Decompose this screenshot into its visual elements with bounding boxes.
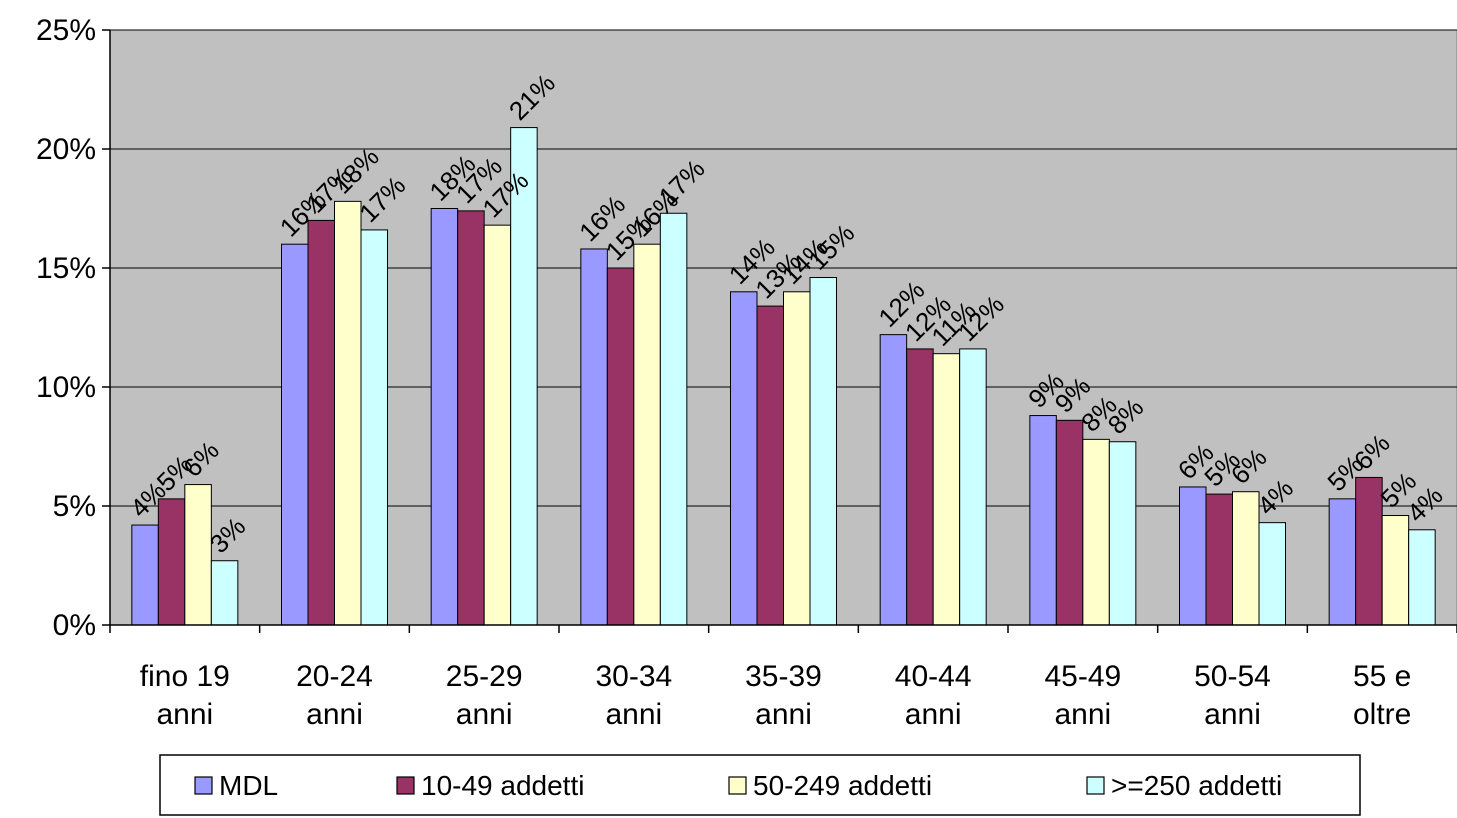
bar-1-8	[1355, 476, 1383, 626]
bar-0-7	[1179, 486, 1207, 626]
bar-2-8	[1381, 515, 1410, 626]
x-tick-label-0-0: fino 19	[140, 660, 230, 693]
x-tick-label-2-1: anni	[456, 698, 513, 731]
x-tick-label-3-0: 30-34	[595, 660, 672, 693]
bar-0-1	[281, 243, 309, 626]
bar-1-5	[906, 348, 934, 626]
bar-1-7	[1205, 493, 1233, 626]
y-tick-label-1: 5%	[53, 490, 96, 523]
bar-0-2	[430, 208, 459, 626]
bar-2-5	[932, 353, 961, 626]
x-tick-label-7-0: 50-54	[1194, 660, 1271, 693]
x-tick-label-5-1: anni	[905, 698, 962, 731]
legend-swatch-0	[194, 776, 213, 795]
bar-1-3	[606, 267, 635, 626]
bar-0-6	[1029, 415, 1057, 626]
bar-3-4	[809, 277, 837, 626]
x-tick-label-5-0: 40-44	[895, 660, 972, 693]
legend-swatch-2	[728, 776, 747, 795]
legend-swatch-1	[396, 776, 415, 795]
x-tick-label-2-0: 25-29	[446, 660, 523, 693]
x-tick-label-6-1: anni	[1054, 698, 1111, 731]
x-tick-label-4-0: 35-39	[745, 660, 822, 693]
bar-1-2	[457, 210, 485, 626]
x-tick-label-0-1: anni	[156, 698, 213, 731]
legend-label-3: >=250 addetti	[1111, 770, 1282, 801]
bar-2-0	[184, 484, 212, 626]
bar-0-4	[730, 291, 758, 626]
bar-3-2	[510, 127, 538, 626]
bar-3-1	[360, 229, 388, 626]
bar-2-1	[334, 200, 362, 626]
bar-3-7	[1258, 522, 1286, 626]
bar-1-6	[1055, 419, 1084, 626]
bar-2-6	[1082, 438, 1110, 626]
bar-0-8	[1328, 498, 1357, 626]
bar-2-7	[1232, 491, 1260, 626]
legend-swatch-3	[1086, 776, 1105, 795]
bar-2-4	[783, 291, 811, 626]
bar-0-5	[879, 334, 908, 626]
x-tick-label-3-1: anni	[605, 698, 662, 731]
legend-label-2: 50-249 addetti	[753, 770, 932, 801]
y-tick-label-4: 20%	[36, 133, 96, 166]
bar-0-3	[580, 248, 608, 626]
x-tick-label-8-1: oltre	[1353, 698, 1411, 731]
bar-0-0	[131, 524, 159, 626]
legend-label-1: 10-49 addetti	[421, 770, 584, 801]
bar-2-3	[633, 243, 661, 626]
legend-label-0: MDL	[219, 770, 278, 801]
legend	[159, 754, 1361, 816]
bar-1-0	[157, 498, 186, 626]
bar-3-5	[959, 348, 987, 626]
x-tick-label-8-0: 55 e	[1353, 660, 1411, 693]
y-tick-label-0: 0%	[53, 609, 96, 642]
y-tick-label-2: 10%	[36, 371, 96, 404]
bar-1-1	[307, 219, 335, 626]
y-tick-label-3: 15%	[36, 252, 96, 285]
bar-1-4	[756, 305, 784, 626]
x-tick-label-1-0: 20-24	[296, 660, 373, 693]
x-tick-label-1-1: anni	[306, 698, 363, 731]
bar-3-8	[1408, 529, 1436, 626]
x-tick-label-7-1: anni	[1204, 698, 1261, 731]
bar-3-6	[1108, 441, 1137, 626]
bar-2-2	[483, 224, 512, 626]
y-tick-label-5: 25%	[36, 14, 96, 47]
x-tick-label-4-1: anni	[755, 698, 812, 731]
x-tick-label-6-0: 45-49	[1044, 660, 1121, 693]
bar-3-3	[659, 212, 688, 626]
bar-3-0	[210, 560, 239, 626]
